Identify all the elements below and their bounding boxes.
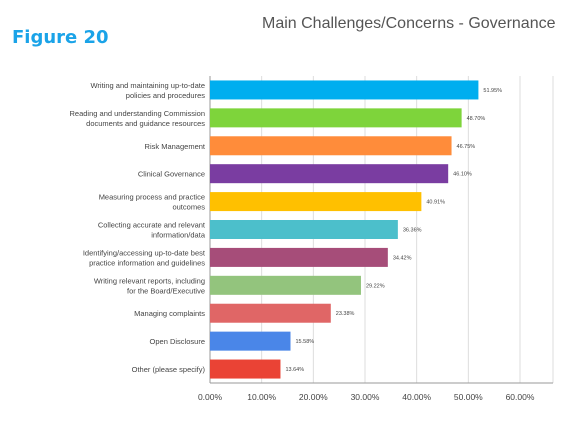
- category-label: Collecting accurate and relevant: [98, 221, 206, 230]
- category-label: Writing and maintaining up-to-date: [90, 81, 205, 90]
- bar: [210, 247, 388, 267]
- category-label: Risk Management: [145, 142, 206, 151]
- category-label: Measuring process and practice: [99, 193, 205, 202]
- bar: [210, 192, 422, 212]
- bar: [210, 136, 452, 156]
- x-tick-label: 20.00%: [299, 392, 328, 402]
- category-label: Reading and understanding Commission: [70, 109, 206, 118]
- chart-title: Main Challenges/Concerns - Governance: [262, 15, 556, 32]
- category-label: practice information and guidelines: [89, 258, 205, 267]
- bar: [210, 275, 361, 295]
- bar: [210, 80, 479, 100]
- data-label: 29.22%: [366, 283, 385, 289]
- x-tick-label: 10.00%: [247, 392, 276, 402]
- category-label: Clinical Governance: [138, 170, 205, 179]
- x-tick-label: 50.00%: [454, 392, 483, 402]
- data-label: 46.10%: [453, 172, 472, 178]
- data-label: 46.75%: [457, 144, 476, 150]
- data-label: 48.70%: [467, 116, 486, 122]
- x-tick-label: 0.00%: [198, 392, 223, 402]
- category-label: Open Disclosure: [150, 337, 205, 346]
- data-label: 36.36%: [403, 228, 422, 234]
- bar: [210, 164, 449, 184]
- bar: [210, 331, 291, 351]
- data-label: 13.64%: [285, 367, 304, 373]
- data-label: 51.95%: [483, 88, 502, 94]
- data-label: 23.38%: [336, 311, 355, 317]
- category-label: outcomes: [172, 203, 205, 212]
- category-label: documents and guidance resources: [86, 119, 205, 128]
- category-label: for the Board/Executive: [127, 286, 205, 295]
- figure-label: Figure 20: [12, 27, 109, 48]
- bar: [210, 303, 331, 323]
- category-label: Writing relevant reports, including: [94, 276, 205, 285]
- bar: [210, 108, 462, 128]
- data-label: 34.42%: [393, 255, 412, 261]
- category-label: information/data: [151, 231, 206, 240]
- bar: [210, 220, 398, 239]
- category-label: policies and procedures: [126, 91, 205, 100]
- category-label: Identifying/accessing up-to-date best: [83, 248, 206, 257]
- data-label: 40.91%: [426, 200, 445, 206]
- bar: [210, 359, 281, 379]
- category-label: Managing complaints: [134, 309, 205, 318]
- category-label: Other (please specify): [132, 365, 206, 374]
- x-tick-label: 40.00%: [402, 392, 431, 402]
- x-tick-label: 30.00%: [351, 392, 380, 402]
- x-tick-label: 60.00%: [506, 392, 535, 402]
- data-label: 15.58%: [295, 339, 314, 345]
